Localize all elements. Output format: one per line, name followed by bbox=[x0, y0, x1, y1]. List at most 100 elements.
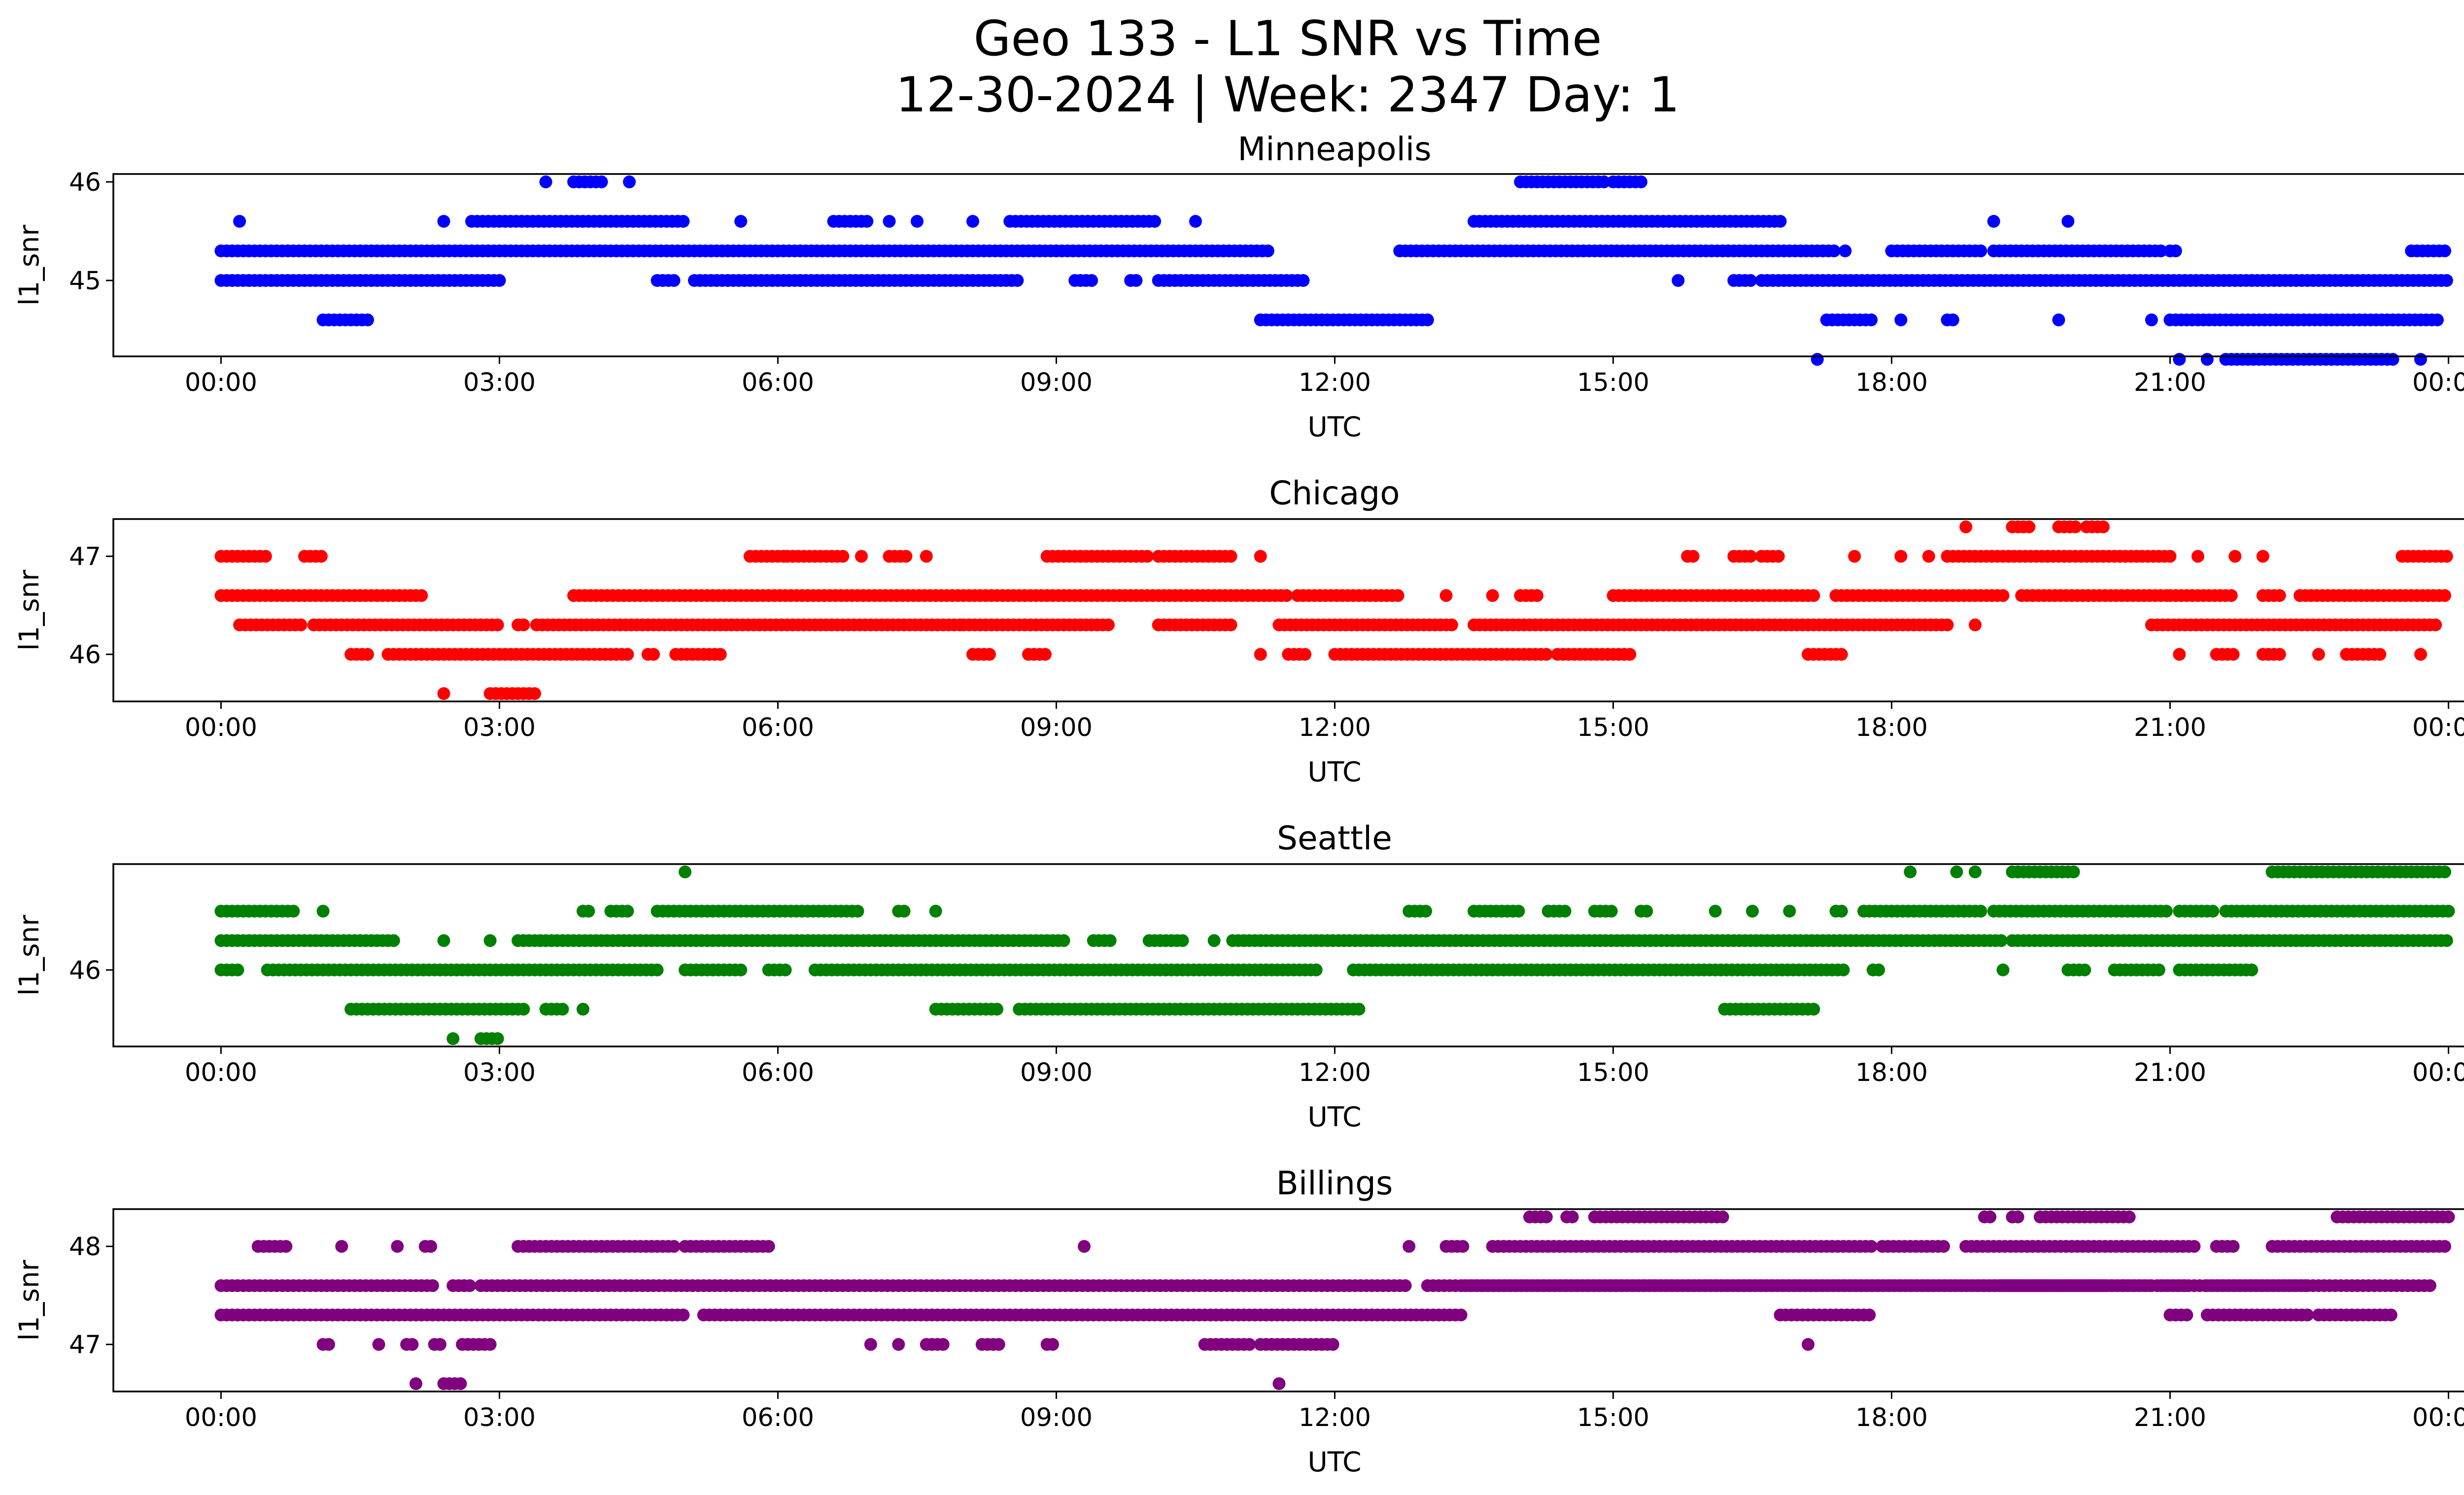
scatter-point bbox=[433, 1338, 446, 1351]
scatter-point bbox=[2188, 1240, 2201, 1253]
scatter-point bbox=[1540, 648, 1553, 661]
scatter-point bbox=[517, 618, 530, 631]
panel-title: Minneapolis bbox=[1237, 130, 1431, 168]
scatter-point bbox=[1224, 618, 1237, 631]
scatter-point bbox=[1254, 550, 1267, 563]
scatter-point bbox=[1839, 244, 1852, 257]
scatter-point bbox=[2312, 648, 2325, 661]
scatter-point bbox=[1937, 1240, 1950, 1253]
scatter-point bbox=[517, 1003, 530, 1016]
x-axis-label: UTC bbox=[1307, 411, 1361, 443]
scatter-point bbox=[410, 1377, 422, 1391]
scatter-point bbox=[539, 175, 552, 188]
scatter-point bbox=[1141, 550, 1154, 563]
y-tick-label: 47 bbox=[69, 1331, 101, 1360]
y-tick-label: 47 bbox=[69, 543, 101, 572]
scatter-point bbox=[1038, 648, 1052, 661]
x-tick-label: 21:00 bbox=[2134, 1403, 2206, 1432]
scatter-point bbox=[936, 1338, 950, 1351]
scatter-point bbox=[2173, 353, 2186, 366]
x-tick-label: 12:00 bbox=[1299, 368, 1371, 397]
panel-seattle: Seattle 00:00 03:00 06:00 09:00 12:00 15:00 18… bbox=[13, 819, 2464, 1133]
scatter-point bbox=[1078, 1240, 1091, 1253]
scatter-point bbox=[2069, 520, 2082, 533]
x-axis-ticks: 00:00 03:00 06:00 09:00 12:00 15:00 18:00 21:00… bbox=[185, 1046, 2464, 1087]
scatter-point bbox=[2384, 1308, 2397, 1321]
y-axis-label: l1_snr bbox=[13, 1260, 45, 1341]
scatter-point bbox=[1597, 175, 1610, 188]
scatter-point bbox=[595, 175, 608, 188]
scatter-point bbox=[2438, 244, 2451, 257]
x-tick-label: 00:00 bbox=[2412, 1058, 2464, 1087]
scatter-point bbox=[1772, 550, 1785, 563]
scatter-point bbox=[1148, 215, 1162, 228]
scatter-point bbox=[860, 215, 874, 228]
scatter-point bbox=[992, 1338, 1005, 1351]
panel-minneapolis: Minneapolis 00:00 03:00 06:00 09:00 12:00 15:… bbox=[13, 130, 2464, 443]
scatter-point bbox=[1566, 1210, 1579, 1223]
scatter-point bbox=[2206, 904, 2220, 918]
scatter-point bbox=[1011, 274, 1024, 287]
scatter-point bbox=[1207, 934, 1221, 947]
x-tick-label: 18:00 bbox=[1855, 1403, 1928, 1432]
scatter-point bbox=[2163, 550, 2177, 563]
scatter-point bbox=[1974, 244, 1987, 257]
scatter-point bbox=[2061, 215, 2075, 228]
scatter-point bbox=[1774, 215, 1787, 228]
scatter-point bbox=[483, 934, 497, 947]
scatter-point bbox=[454, 1377, 467, 1391]
scatter-point bbox=[1531, 589, 1544, 602]
scatter-point bbox=[1996, 963, 2010, 976]
scatter-point bbox=[2191, 550, 2204, 563]
x-axis-label: UTC bbox=[1307, 1101, 1361, 1133]
scatter-point bbox=[259, 550, 272, 563]
scatter-point bbox=[2180, 1308, 2193, 1321]
scatter-points bbox=[214, 865, 2455, 1045]
scatter-point bbox=[2414, 353, 2427, 366]
scatter-point bbox=[2200, 353, 2214, 366]
x-tick-label: 21:00 bbox=[2134, 1058, 2206, 1087]
scatter-point bbox=[1486, 589, 1499, 602]
x-tick-label: 06:00 bbox=[742, 1058, 814, 1087]
scatter-point bbox=[983, 648, 996, 661]
scatter-point bbox=[1456, 1240, 1470, 1253]
panel-title: Billings bbox=[1276, 1164, 1393, 1202]
scatter-point bbox=[897, 904, 911, 918]
figure-title-line1: Geo 133 - L1 SNR vs Time bbox=[974, 11, 1602, 67]
scatter-point bbox=[1254, 648, 1267, 661]
y-axis-label: l1_snr bbox=[13, 915, 45, 996]
x-tick-label: 12:00 bbox=[1299, 713, 1371, 742]
scatter-point bbox=[851, 904, 864, 918]
scatter-point bbox=[1941, 618, 1954, 631]
x-tick-label: 00:00 bbox=[185, 368, 257, 397]
scatter-point bbox=[2122, 1210, 2136, 1223]
scatter-point bbox=[2442, 904, 2455, 918]
scatter-point bbox=[2154, 244, 2167, 257]
scatter-point bbox=[391, 1240, 404, 1253]
scatter-point bbox=[2273, 648, 2286, 661]
scatter-point bbox=[2226, 648, 2240, 661]
scatter-point bbox=[463, 1279, 477, 1292]
scatter-point bbox=[2429, 618, 2442, 631]
x-axis-ticks: 00:00 03:00 06:00 09:00 12:00 15:00 18:00 21:00… bbox=[185, 1391, 2464, 1432]
scatter-point bbox=[2143, 1279, 2156, 1292]
scatter-point bbox=[621, 648, 634, 661]
scatter-point bbox=[1802, 1338, 1814, 1351]
scatter-point bbox=[556, 1003, 569, 1016]
x-tick-label: 18:00 bbox=[1855, 713, 1928, 742]
x-tick-label: 03:00 bbox=[463, 1403, 536, 1432]
scatter-point bbox=[920, 550, 933, 563]
scatter-point bbox=[1686, 550, 1700, 563]
scatter-point bbox=[2224, 589, 2238, 602]
x-tick-label: 00:00 bbox=[185, 1058, 257, 1087]
scatter-point bbox=[426, 1279, 439, 1292]
scatter-point bbox=[679, 865, 692, 878]
scatter-point bbox=[2301, 1308, 2314, 1321]
scatter-point bbox=[528, 687, 541, 700]
scatter-point bbox=[1224, 550, 1237, 563]
scatter-point bbox=[2169, 244, 2182, 257]
scatter-point bbox=[361, 313, 374, 326]
scatter-point bbox=[491, 618, 504, 631]
scatter-point bbox=[1403, 1240, 1416, 1253]
x-axis-label: UTC bbox=[1307, 756, 1361, 788]
